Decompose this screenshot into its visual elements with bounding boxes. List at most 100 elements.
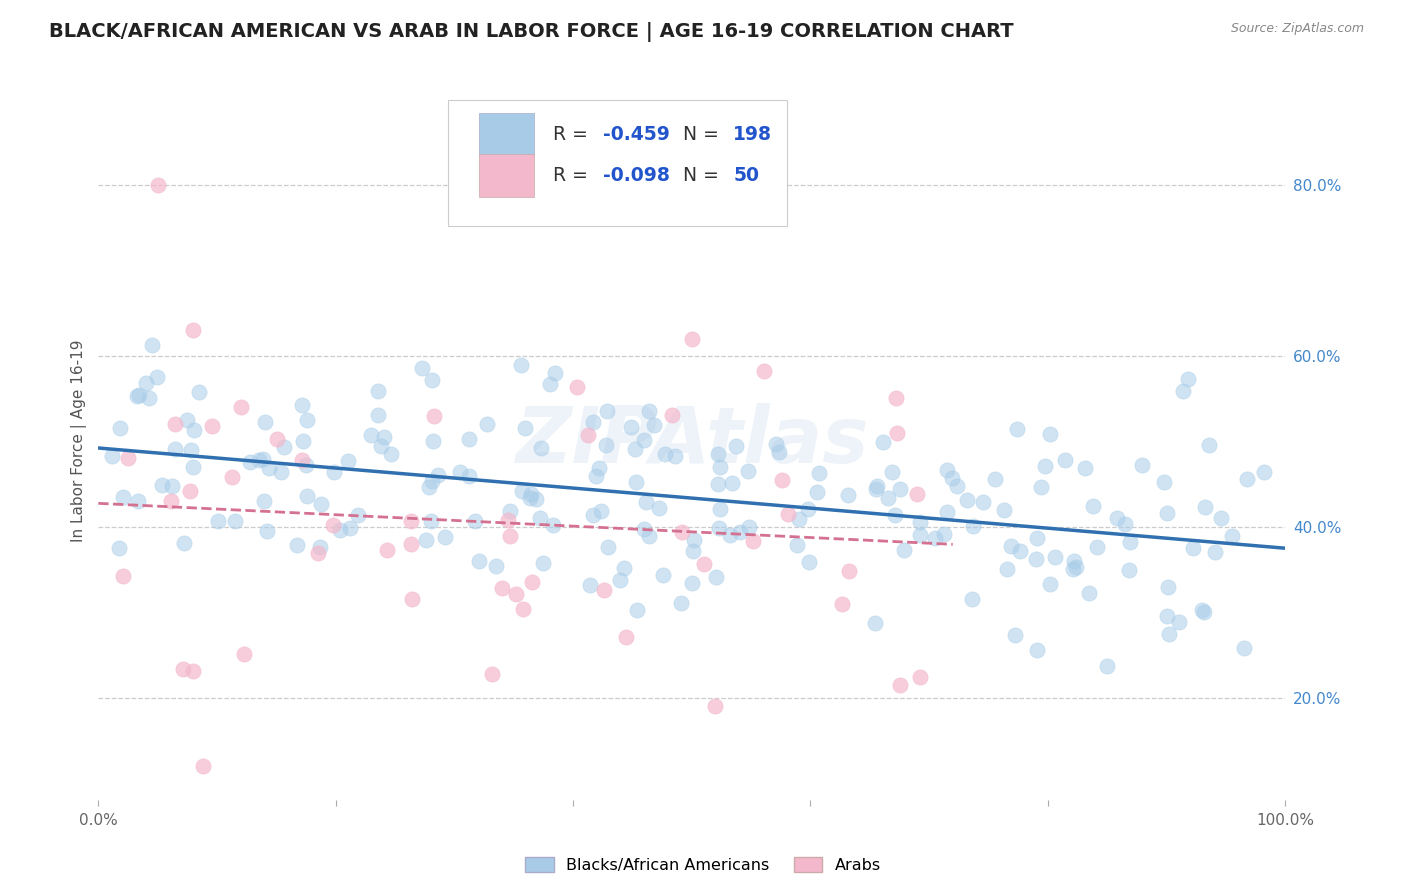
Point	[682, 544, 704, 558]
Point	[728, 524, 751, 539]
Point	[505, 587, 527, 601]
Point	[637, 404, 659, 418]
Point	[613, 561, 636, 575]
Point	[224, 515, 246, 529]
Point	[626, 603, 648, 617]
Point	[172, 662, 194, 676]
Point	[941, 471, 963, 485]
Point	[135, 376, 157, 390]
Point	[295, 413, 318, 427]
Point	[530, 442, 553, 456]
Point	[399, 515, 422, 529]
Point	[411, 361, 433, 376]
Point	[160, 478, 183, 492]
Point	[259, 460, 281, 475]
Point	[146, 370, 169, 384]
Point	[721, 476, 744, 491]
Text: -0.098: -0.098	[603, 166, 669, 185]
Point	[499, 504, 522, 518]
Point	[707, 521, 730, 535]
Point	[519, 491, 541, 506]
Point	[181, 664, 204, 678]
Point	[623, 442, 645, 456]
Point	[1005, 422, 1028, 436]
Point	[725, 439, 748, 453]
Point	[576, 428, 599, 442]
Point	[1045, 549, 1067, 564]
Point	[519, 486, 541, 500]
Point	[1192, 605, 1215, 619]
Point	[291, 434, 314, 448]
Point	[191, 759, 214, 773]
Point	[877, 491, 900, 506]
Y-axis label: In Labor Force | Age 16-19: In Labor Force | Age 16-19	[72, 340, 87, 542]
Point	[1177, 372, 1199, 386]
Point	[1039, 577, 1062, 591]
Text: N =: N =	[683, 125, 725, 144]
Text: R =: R =	[553, 125, 593, 144]
Point	[1054, 453, 1077, 467]
Legend: Blacks/African Americans, Arabs: Blacks/African Americans, Arabs	[519, 851, 887, 880]
Point	[512, 602, 534, 616]
Point	[669, 596, 692, 610]
Point	[1182, 541, 1205, 555]
Point	[935, 505, 957, 519]
Point	[1077, 585, 1099, 599]
Point	[565, 380, 588, 394]
Point	[247, 453, 270, 467]
Point	[886, 391, 908, 405]
Point	[173, 536, 195, 550]
Point	[307, 546, 329, 560]
Point	[146, 178, 169, 192]
Point	[347, 508, 370, 522]
Point	[181, 323, 204, 337]
Text: 198: 198	[733, 125, 772, 144]
Point	[529, 511, 551, 525]
Point	[609, 574, 631, 588]
Point	[297, 489, 319, 503]
Point	[481, 667, 503, 681]
Point	[905, 487, 928, 501]
Point	[291, 398, 314, 412]
Point	[1211, 511, 1233, 525]
Point	[633, 521, 655, 535]
Point	[924, 531, 946, 545]
Point	[866, 479, 889, 493]
Point	[591, 503, 613, 517]
Point	[499, 529, 522, 543]
Point	[1253, 465, 1275, 479]
Point	[1083, 499, 1105, 513]
Point	[484, 558, 506, 573]
Point	[704, 570, 727, 584]
Point	[295, 458, 318, 473]
Point	[1220, 529, 1243, 543]
Point	[538, 376, 561, 391]
Point	[531, 556, 554, 570]
Point	[188, 384, 211, 399]
Point	[360, 428, 382, 442]
Point	[983, 471, 1005, 485]
Point	[1198, 438, 1220, 452]
Point	[661, 408, 683, 422]
Point	[1025, 531, 1047, 545]
Point	[426, 467, 449, 482]
Point	[458, 469, 481, 483]
Text: R =: R =	[553, 166, 593, 185]
Point	[1233, 640, 1256, 655]
Point	[593, 583, 616, 598]
Point	[1063, 553, 1085, 567]
Point	[415, 533, 437, 548]
Point	[127, 388, 149, 402]
Point	[865, 483, 887, 497]
Point	[179, 484, 201, 499]
Point	[1167, 615, 1189, 629]
Point	[221, 470, 243, 484]
Point	[375, 542, 398, 557]
Text: N =: N =	[683, 166, 725, 185]
Point	[256, 524, 278, 539]
Point	[893, 542, 915, 557]
Point	[972, 495, 994, 509]
Point	[477, 417, 499, 432]
Point	[180, 443, 202, 458]
Point	[323, 465, 346, 479]
